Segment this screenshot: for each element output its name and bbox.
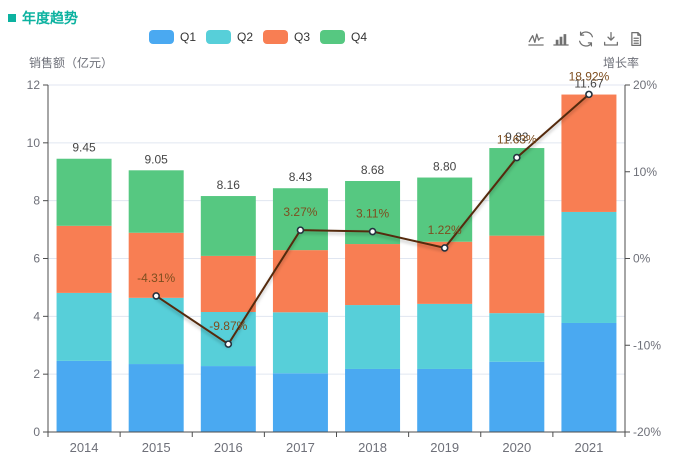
save-as-image-icon[interactable] <box>602 30 620 48</box>
chart-toolbar <box>527 30 645 48</box>
bar-segment-q4-2019[interactable] <box>417 177 473 242</box>
left-axis-name: 销售额（亿元） <box>29 56 114 70</box>
y-axis-left-tick-label: 4 <box>33 309 40 323</box>
bar-total-label-2015: 9.05 <box>145 152 169 166</box>
legend-item-q3[interactable]: Q3 <box>263 30 310 44</box>
bar-segment-q4-2015[interactable] <box>128 170 184 233</box>
growth-label-2015: -4.31% <box>137 271 175 285</box>
y-axis-left-tick-label: 6 <box>33 252 40 266</box>
bar-segment-q3-2018[interactable] <box>345 244 401 306</box>
y-axis-right-tick-label: 0% <box>633 252 651 266</box>
bar-segment-q1-2014[interactable] <box>56 360 112 432</box>
legend-label: Q4 <box>351 30 368 44</box>
legend-label: Q2 <box>237 30 254 44</box>
bar-segment-q4-2014[interactable] <box>56 158 112 226</box>
legend-item-q4[interactable]: Q4 <box>320 30 367 44</box>
growth-label-2016: -9.87% <box>209 319 247 333</box>
y-axis-left-tick-label: 10 <box>27 136 41 150</box>
legend-chip-q3 <box>263 30 289 44</box>
bar-segment-q1-2018[interactable] <box>345 368 401 432</box>
y-axis-left-tick-label: 0 <box>33 425 40 439</box>
bar-segment-q2-2020[interactable] <box>489 313 545 362</box>
bar-segment-q3-2019[interactable] <box>417 241 473 304</box>
growth-label-2019: 1.22% <box>428 223 462 237</box>
x-axis-label-2018: 2018 <box>358 440 387 455</box>
y-axis-right-tick-label: 20% <box>633 78 657 92</box>
legend-item-q1[interactable]: Q1 <box>149 30 196 44</box>
legend-chip-q1 <box>149 30 174 44</box>
bar-segment-q1-2016[interactable] <box>200 366 256 432</box>
bar-segment-q3-2016[interactable] <box>200 255 256 312</box>
bar-segment-q4-2020[interactable] <box>489 148 545 236</box>
bar-segment-q2-2019[interactable] <box>417 303 473 369</box>
right-axis-name: 增长率 <box>603 56 640 70</box>
y-axis-right-tick-label: -10% <box>633 338 661 352</box>
line-point-2019[interactable] <box>440 244 449 252</box>
bar-segment-q4-2017[interactable] <box>272 188 328 251</box>
growth-label-2021: 18.92% <box>569 69 610 83</box>
line-point-2020[interactable] <box>513 153 521 162</box>
bar-segment-q3-2015[interactable] <box>128 232 184 298</box>
legend-chip-q4 <box>320 30 346 44</box>
title-bullet-icon <box>8 14 16 22</box>
line-point-2018[interactable] <box>368 227 377 236</box>
x-axis-label-2020: 2020 <box>502 440 531 455</box>
page-title-text: 年度趋势 <box>22 10 78 26</box>
x-axis-label-2021: 2021 <box>574 440 603 455</box>
restore-icon[interactable] <box>577 30 595 48</box>
switch-to-line-chart-icon[interactable] <box>527 30 545 48</box>
bar-segment-q1-2021[interactable] <box>561 322 617 432</box>
bar-segment-q1-2015[interactable] <box>128 364 184 432</box>
bar-segment-q2-2018[interactable] <box>345 305 401 369</box>
bar-segment-q2-2016[interactable] <box>200 311 256 367</box>
growth-label-2017: 3.27% <box>283 205 317 219</box>
y-axis-left-tick-label: 2 <box>33 367 40 381</box>
x-axis-label-2014: 2014 <box>70 440 99 455</box>
x-axis-label-2017: 2017 <box>286 440 315 455</box>
growth-label-2018: 3.11% <box>356 207 389 221</box>
bar-total-label-2018: 8.68 <box>361 163 385 177</box>
x-axis-label-2019: 2019 <box>430 440 459 455</box>
bar-total-label-2014: 9.45 <box>72 141 96 155</box>
line-point-2015[interactable] <box>152 292 160 300</box>
chart-legend: Q1 Q2 Q3 Q4 <box>149 30 367 44</box>
bar-total-label-2016: 8.16 <box>217 178 241 192</box>
bar-segment-q1-2017[interactable] <box>272 373 328 432</box>
line-point-2021[interactable] <box>585 90 593 99</box>
bar-segment-q2-2017[interactable] <box>272 312 328 374</box>
bar-segment-q3-2020[interactable] <box>489 235 545 314</box>
bar-segment-q1-2019[interactable] <box>417 368 473 432</box>
y-axis-left-tick-label: 12 <box>27 78 41 92</box>
legend-label: Q1 <box>180 30 197 44</box>
growth-label-2020: 11.63% <box>497 133 537 147</box>
legend-label: Q3 <box>294 30 311 44</box>
bar-total-label-2020: 9.82 <box>505 130 529 144</box>
line-point-2016[interactable] <box>224 340 233 348</box>
bar-segment-q3-2014[interactable] <box>56 225 112 293</box>
bar-segment-q3-2021[interactable] <box>561 94 617 212</box>
x-axis-label-2015: 2015 <box>142 440 171 455</box>
y-axis-left-tick-label: 8 <box>33 194 40 208</box>
legend-item-q2[interactable]: Q2 <box>206 30 253 44</box>
x-axis-label-2016: 2016 <box>214 440 243 455</box>
bar-total-label-2019: 8.80 <box>433 160 457 174</box>
data-view-icon[interactable] <box>627 30 645 48</box>
bar-total-label-2017: 8.43 <box>289 170 313 184</box>
switch-to-bar-chart-icon[interactable] <box>552 30 570 48</box>
bar-segment-q1-2020[interactable] <box>489 361 545 432</box>
line-point-2017[interactable] <box>296 226 305 234</box>
y-axis-right-tick-label: 10% <box>633 165 657 179</box>
bar-total-label-2021: 11.67 <box>574 77 603 91</box>
page-title: 年度趋势 <box>8 8 78 28</box>
bar-segment-q4-2016[interactable] <box>200 196 256 256</box>
bar-segment-q2-2021[interactable] <box>561 211 617 323</box>
y-axis-right-tick-label: -20% <box>633 425 661 439</box>
legend-chip-q2 <box>206 30 232 44</box>
bar-segment-q2-2014[interactable] <box>56 292 112 361</box>
